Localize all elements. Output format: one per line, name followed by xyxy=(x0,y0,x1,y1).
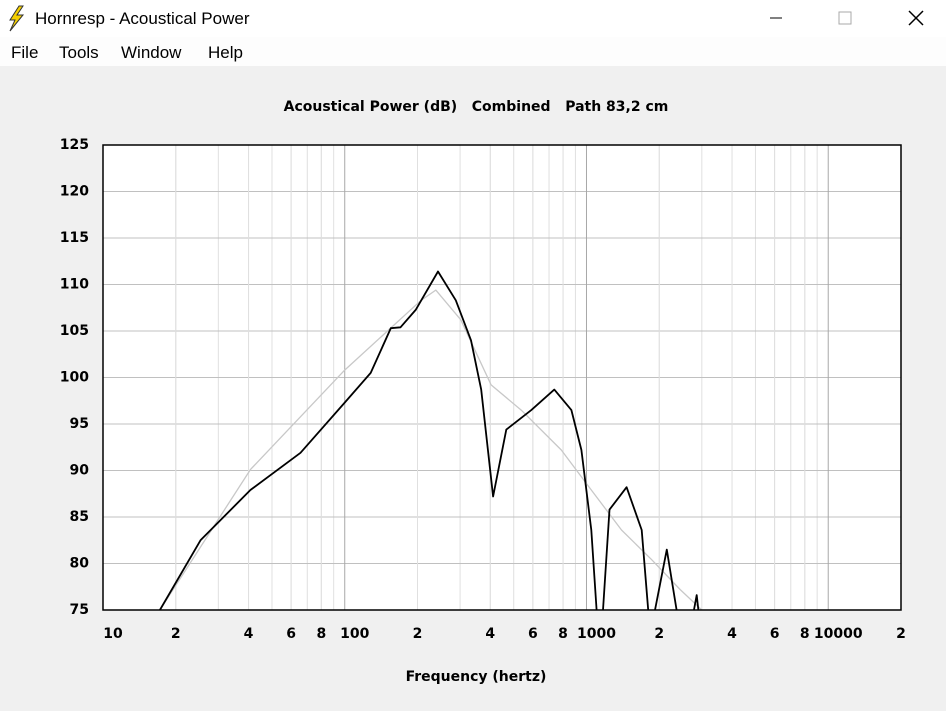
x-tick-label: 2 xyxy=(413,626,423,642)
x-tick-label: 1000 xyxy=(577,626,616,642)
series-line xyxy=(159,270,700,610)
y-tick-label: 80 xyxy=(70,556,90,572)
x-tick-label: 100 xyxy=(340,626,369,642)
chart-title: Acoustical Power (dB) Combined Path 83,2… xyxy=(284,99,669,115)
title-bar: Hornresp - Acoustical Power xyxy=(0,0,946,37)
menu-item[interactable]: Tools xyxy=(59,43,99,62)
y-tick-label: 85 xyxy=(70,509,89,525)
window-title: Hornresp - Acoustical Power xyxy=(35,9,250,28)
x-tick-label: 6 xyxy=(286,626,296,642)
x-tick-label: 8 xyxy=(558,626,568,642)
y-tick-label: 115 xyxy=(60,230,89,246)
plot-border xyxy=(102,144,902,611)
x-tick-label: 6 xyxy=(528,626,538,642)
y-tick-label: 100 xyxy=(60,370,89,386)
close-button[interactable] xyxy=(908,10,924,26)
x-tick-label: 8 xyxy=(800,626,810,642)
x-tick-label: 2 xyxy=(171,626,181,642)
y-tick-label: 110 xyxy=(60,277,89,293)
menu-item[interactable]: Window xyxy=(121,43,182,62)
x-tick-label: 4 xyxy=(485,626,495,642)
x-tick-label: 2 xyxy=(896,626,906,642)
x-tick-label: 6 xyxy=(770,626,780,642)
x-axis-label: Frequency (hertz) xyxy=(406,669,547,685)
y-tick-label: 105 xyxy=(60,323,89,339)
x-tick-label: 10 xyxy=(103,626,123,642)
menu-item[interactable]: File xyxy=(11,43,39,62)
app-icon xyxy=(9,5,25,32)
y-tick-label: 125 xyxy=(60,137,89,153)
y-tick-label: 95 xyxy=(70,416,89,432)
x-tick-label: 8 xyxy=(316,626,326,642)
x-tick-label: 4 xyxy=(244,626,254,642)
y-tick-label: 120 xyxy=(60,184,89,200)
y-tick-label: 90 xyxy=(70,463,90,479)
x-tick-label: 2 xyxy=(654,626,664,642)
chart: Acoustical Power (dB) Combined Path 83,2… xyxy=(60,99,906,685)
maximize-button[interactable] xyxy=(838,11,852,25)
menu-item[interactable]: Help xyxy=(208,43,243,62)
x-tick-label: 4 xyxy=(727,626,737,642)
title-bar-graphics xyxy=(9,5,924,32)
x-tick-label: 10000 xyxy=(814,626,863,642)
y-tick-label: 75 xyxy=(70,602,89,618)
plot-lines xyxy=(159,270,703,610)
series-line xyxy=(159,289,703,610)
menu-bar: File Tools Window Help xyxy=(0,37,946,66)
